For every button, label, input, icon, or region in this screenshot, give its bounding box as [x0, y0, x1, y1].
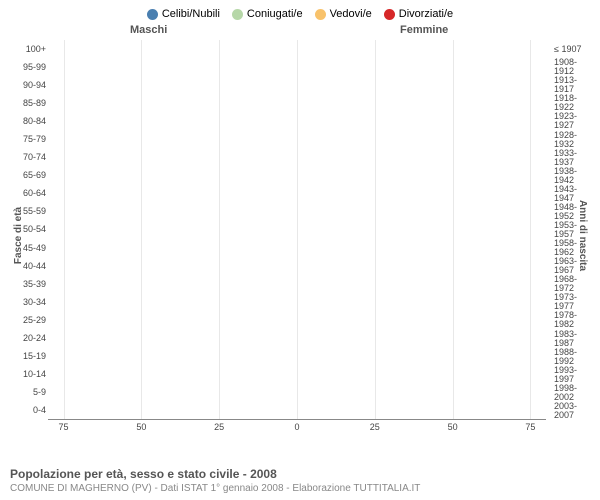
birth-label: ≤ 1907: [554, 40, 581, 58]
birth-label: 1983-1987: [554, 330, 594, 348]
legend-label: Vedovi/e: [330, 8, 372, 20]
age-label: 30-34: [23, 293, 46, 311]
age-label: 15-19: [23, 348, 46, 366]
xaxis: 0 25 25 50 50 75 75: [48, 422, 546, 436]
age-label: 45-49: [23, 239, 46, 257]
legend-item: Divorziati/e: [384, 8, 453, 20]
legend: Celibi/Nubili Coniugati/e Vedovi/e Divorzia…: [0, 0, 600, 24]
yaxis-right: ≤ 19071908-19121913-19171918-19221923-19…: [554, 40, 594, 420]
header-female: Femmine: [400, 24, 448, 36]
column-headers: Maschi Femmine: [0, 24, 600, 40]
legend-item: Celibi/Nubili: [147, 8, 220, 20]
birth-label: 1963-1967: [554, 257, 594, 275]
age-label: 75-79: [23, 130, 46, 148]
age-label: 100+: [26, 40, 46, 58]
birth-label: 1908-1912: [554, 58, 594, 76]
age-label: 70-74: [23, 149, 46, 167]
xtick: 0: [294, 422, 299, 432]
chart-subtitle: COMUNE DI MAGHERNO (PV) - Dati ISTAT 1° …: [10, 483, 590, 494]
age-label: 25-29: [23, 311, 46, 329]
age-label: 95-99: [23, 58, 46, 76]
birth-label: 2003-2007: [554, 402, 594, 420]
birth-label: 1913-1917: [554, 76, 594, 94]
footer: Popolazione per età, sesso e stato civil…: [10, 467, 590, 494]
birth-label: 1923-1927: [554, 112, 594, 130]
birth-label: 1938-1942: [554, 167, 594, 185]
birth-label: 1998-2002: [554, 384, 594, 402]
age-label: 85-89: [23, 94, 46, 112]
xtick: 25: [370, 422, 380, 432]
chart-area: Fasce di età Anni di nascita 100+95-9990…: [0, 40, 600, 440]
age-label: 60-64: [23, 185, 46, 203]
birth-label: 1948-1952: [554, 203, 594, 221]
xtick: 50: [136, 422, 146, 432]
age-label: 5-9: [33, 384, 46, 402]
age-label: 20-24: [23, 330, 46, 348]
legend-item: Vedovi/e: [315, 8, 372, 20]
birth-label: 1993-1997: [554, 366, 594, 384]
birth-label: 1933-1937: [554, 149, 594, 167]
legend-swatch: [384, 9, 395, 20]
legend-swatch: [315, 9, 326, 20]
birth-label: 1973-1977: [554, 293, 594, 311]
legend-swatch: [232, 9, 243, 20]
birth-label: 1953-1957: [554, 221, 594, 239]
xtick: 50: [448, 422, 458, 432]
age-label: 40-44: [23, 257, 46, 275]
header-male: Maschi: [130, 24, 167, 36]
legend-label: Coniugati/e: [247, 8, 303, 20]
legend-label: Celibi/Nubili: [162, 8, 220, 20]
age-label: 65-69: [23, 167, 46, 185]
birth-label: 1988-1992: [554, 348, 594, 366]
yaxis-left: 100+95-9990-9485-8980-8475-7970-7465-696…: [6, 40, 46, 420]
age-label: 35-39: [23, 275, 46, 293]
legend-item: Coniugati/e: [232, 8, 303, 20]
age-label: 50-54: [23, 221, 46, 239]
age-label: 0-4: [33, 402, 46, 420]
age-label: 80-84: [23, 112, 46, 130]
birth-label: 1918-1922: [554, 94, 594, 112]
birth-label: 1943-1947: [554, 185, 594, 203]
legend-label: Divorziati/e: [399, 8, 453, 20]
xtick: 75: [59, 422, 69, 432]
age-label: 90-94: [23, 76, 46, 94]
birth-label: 1968-1972: [554, 275, 594, 293]
age-label: 55-59: [23, 203, 46, 221]
birth-label: 1958-1962: [554, 239, 594, 257]
xtick: 75: [525, 422, 535, 432]
birth-label: 1978-1982: [554, 311, 594, 329]
legend-swatch: [147, 9, 158, 20]
age-label: 10-14: [23, 366, 46, 384]
birth-label: 1928-1932: [554, 130, 594, 148]
plot: [48, 40, 546, 420]
chart-title: Popolazione per età, sesso e stato civil…: [10, 467, 590, 481]
xtick: 25: [214, 422, 224, 432]
